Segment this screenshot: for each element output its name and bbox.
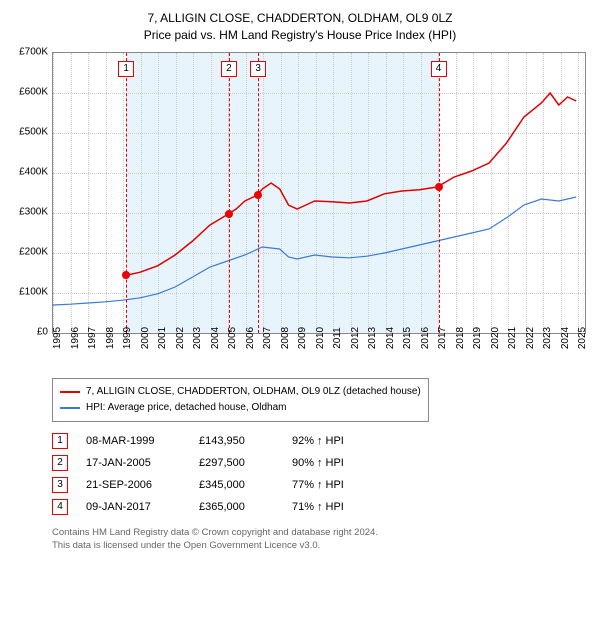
x-tick-label: 1997 — [87, 326, 98, 348]
arrow-up-icon: ↑ — [317, 479, 323, 491]
footer-line-2: This data is licensed under the Open Gov… — [52, 539, 590, 552]
event-date: 09-JAN-2017 — [86, 501, 181, 513]
legend-swatch — [60, 391, 80, 393]
event-marker-dot — [225, 210, 233, 218]
event-table-row: 1 08-MAR-1999 £143,950 92% ↑ HPI — [52, 430, 590, 452]
x-axis: 1995199619971998199920002001200220032004… — [52, 334, 586, 370]
x-tick-label: 2007 — [262, 326, 273, 348]
x-tick-label: 2014 — [385, 326, 396, 348]
y-tick-label: £300K — [19, 206, 48, 217]
x-tick-label: 2001 — [157, 326, 168, 348]
arrow-up-icon: ↑ — [317, 501, 323, 513]
legend-swatch — [60, 407, 80, 409]
x-tick-label: 2017 — [437, 326, 448, 348]
event-marker-box: 2 — [221, 61, 237, 77]
events-table: 1 08-MAR-1999 £143,950 92% ↑ HPI 2 17-JAN-200… — [52, 430, 590, 518]
event-marker-box: 1 — [118, 61, 134, 77]
event-price: £365,000 — [199, 501, 274, 513]
event-marker-line — [229, 53, 230, 333]
y-tick-label: £200K — [19, 246, 48, 257]
y-tick-label: £100K — [19, 286, 48, 297]
x-tick-label: 2015 — [402, 326, 413, 348]
x-tick-label: 2006 — [245, 326, 256, 348]
x-tick-label: 2002 — [175, 326, 186, 348]
x-tick-label: 2011 — [332, 327, 343, 349]
x-tick-label: 1995 — [52, 326, 63, 348]
arrow-up-icon: ↑ — [317, 457, 323, 469]
event-date: 21-SEP-2006 — [86, 479, 181, 491]
event-number-box: 4 — [52, 499, 68, 515]
legend: 7, ALLIGIN CLOSE, CHADDERTON, OLDHAM, OL… — [52, 378, 429, 422]
x-tick-label: 2009 — [297, 326, 308, 348]
event-number-box: 1 — [52, 433, 68, 449]
event-marker-line — [439, 53, 440, 333]
x-tick-label: 2008 — [280, 326, 291, 348]
event-hpi: 92% ↑ HPI — [292, 435, 344, 447]
chart-title: 7, ALLIGIN CLOSE, CHADDERTON, OLDHAM, OL… — [10, 10, 590, 44]
y-tick-label: £700K — [19, 46, 48, 57]
x-tick-label: 2019 — [472, 326, 483, 348]
x-tick-label: 2005 — [227, 326, 238, 348]
event-marker-line — [126, 53, 127, 333]
x-tick-label: 2004 — [210, 326, 221, 348]
event-marker-box: 4 — [431, 61, 447, 77]
footer-line-1: Contains HM Land Registry data © Crown c… — [52, 526, 590, 539]
x-tick-label: 2010 — [315, 326, 326, 348]
x-tick-label: 2018 — [455, 326, 466, 348]
y-tick-label: £600K — [19, 86, 48, 97]
event-hpi: 90% ↑ HPI — [292, 457, 344, 469]
x-tick-label: 1998 — [105, 326, 116, 348]
event-marker-dot — [435, 183, 443, 191]
x-tick-label: 2013 — [367, 326, 378, 348]
event-marker-box: 3 — [250, 61, 266, 77]
arrow-up-icon: ↑ — [317, 435, 323, 447]
event-date: 17-JAN-2005 — [86, 457, 181, 469]
x-tick-label: 2022 — [525, 326, 536, 348]
x-tick-label: 2023 — [542, 326, 553, 348]
x-tick-label: 2021 — [507, 326, 518, 348]
x-tick-label: 2020 — [490, 326, 501, 348]
x-tick-label: 2000 — [140, 326, 151, 348]
y-tick-label: £400K — [19, 166, 48, 177]
event-table-row: 2 17-JAN-2005 £297,500 90% ↑ HPI — [52, 452, 590, 474]
event-price: £345,000 — [199, 479, 274, 491]
event-marker-dot — [254, 191, 262, 199]
y-tick-label: £0 — [37, 326, 48, 337]
chart-area: £0£100K£200K£300K£400K£500K£600K£700K 12… — [10, 52, 590, 372]
y-axis: £0£100K£200K£300K£400K£500K£600K£700K — [10, 52, 52, 332]
line-svg — [53, 53, 585, 333]
x-tick-label: 2003 — [192, 326, 203, 348]
plot-area: 1 23 4 — [52, 52, 586, 334]
legend-row: HPI: Average price, detached house, Oldh… — [60, 400, 421, 416]
legend-row: 7, ALLIGIN CLOSE, CHADDERTON, OLDHAM, OL… — [60, 384, 421, 400]
event-hpi: 71% ↑ HPI — [292, 501, 344, 513]
event-date: 08-MAR-1999 — [86, 435, 181, 447]
series-line-red — [126, 93, 576, 275]
x-tick-label: 2024 — [560, 326, 571, 348]
x-tick-label: 2025 — [577, 326, 588, 348]
event-number-box: 2 — [52, 455, 68, 471]
event-hpi: 77% ↑ HPI — [292, 479, 344, 491]
x-tick-label: 2012 — [350, 326, 361, 348]
event-marker-dot — [122, 271, 130, 279]
event-price: £297,500 — [199, 457, 274, 469]
x-tick-label: 2016 — [420, 326, 431, 348]
legend-label: HPI: Average price, detached house, Oldh… — [86, 400, 287, 416]
event-table-row: 4 09-JAN-2017 £365,000 71% ↑ HPI — [52, 496, 590, 518]
event-number-box: 3 — [52, 477, 68, 493]
event-table-row: 3 21-SEP-2006 £345,000 77% ↑ HPI — [52, 474, 590, 496]
x-tick-label: 1999 — [122, 326, 133, 348]
event-price: £143,950 — [199, 435, 274, 447]
footer: Contains HM Land Registry data © Crown c… — [52, 526, 590, 553]
title-line-2: Price paid vs. HM Land Registry's House … — [10, 27, 590, 44]
x-tick-label: 1996 — [70, 326, 81, 348]
y-tick-label: £500K — [19, 126, 48, 137]
legend-label: 7, ALLIGIN CLOSE, CHADDERTON, OLDHAM, OL… — [86, 384, 421, 400]
series-line-blue — [53, 197, 576, 305]
title-line-1: 7, ALLIGIN CLOSE, CHADDERTON, OLDHAM, OL… — [10, 10, 590, 27]
